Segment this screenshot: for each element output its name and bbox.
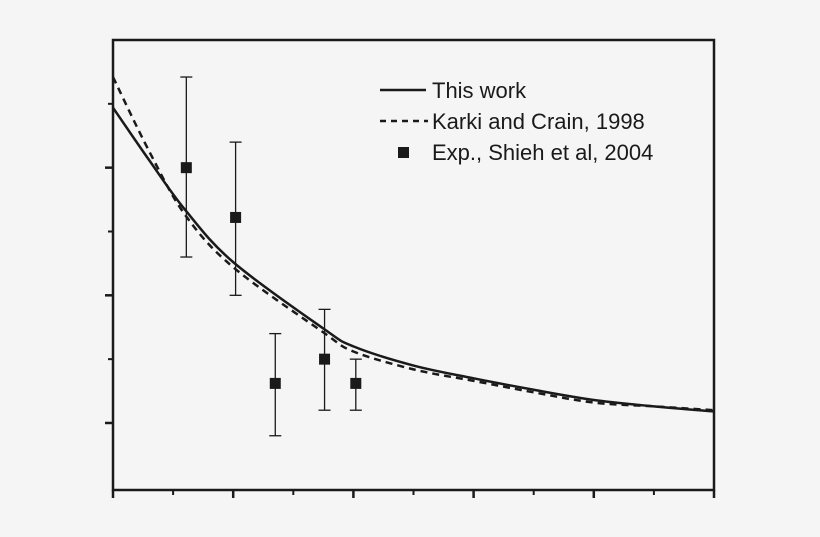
data-point	[269, 377, 281, 389]
data-point	[180, 162, 192, 174]
legend-swatch-square	[398, 147, 409, 158]
series-line-karki	[111, 76, 715, 412]
legend-label-exp: Exp., Shieh et al, 2004	[432, 140, 653, 165]
legend: This work Karki and Crain, 1998 Exp., Sh…	[380, 78, 653, 165]
data-point	[319, 353, 331, 365]
legend-label-this-work: This work	[432, 78, 527, 103]
data-point	[350, 377, 362, 389]
plot-frame	[111, 38, 716, 492]
legend-label-karki: Karki and Crain, 1998	[432, 109, 645, 134]
series-line-this-work	[111, 106, 715, 413]
data-point	[230, 211, 242, 223]
